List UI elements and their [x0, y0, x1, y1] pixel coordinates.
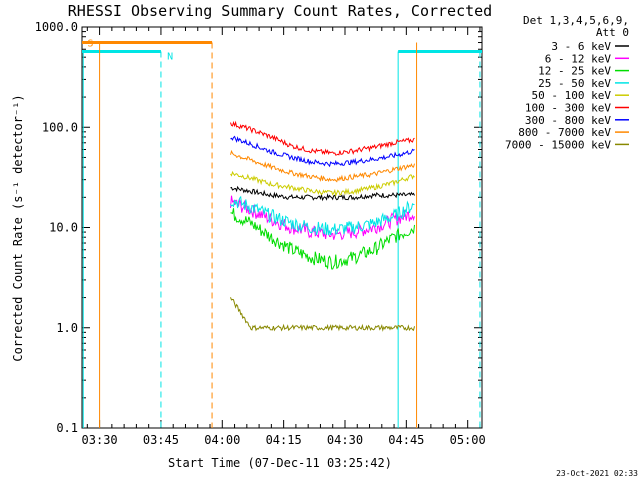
- x-tick-label: 03:45: [143, 433, 179, 447]
- y-tick-label: 1000.0: [35, 20, 78, 34]
- night-flag-label: N: [167, 51, 173, 62]
- y-tick-label: 100.0: [42, 120, 78, 134]
- series-line-9: [230, 297, 415, 332]
- plot-frame: [81, 26, 483, 429]
- x-tick-label: 05:00: [450, 433, 486, 447]
- legend-label: 6 - 12 keV: [545, 52, 612, 65]
- series-line-6: [230, 120, 415, 156]
- y-axis-label: Corrected Count Rate (s⁻¹ detector⁻¹): [11, 94, 25, 361]
- x-tick-label: 04:15: [266, 433, 302, 447]
- x-tick-label: 04:45: [388, 433, 424, 447]
- y-tick-label: 0.1: [56, 421, 78, 435]
- legend-label: 7000 - 15000 keV: [505, 138, 611, 151]
- legend-label: 800 - 7000 keV: [518, 126, 611, 139]
- x-tick-label: 04:00: [204, 433, 240, 447]
- legend-label: 300 - 800 keV: [525, 114, 611, 127]
- legend-label: 25 - 50 keV: [538, 77, 611, 90]
- series-line-2: [230, 195, 415, 241]
- legend-header-line2: Att 0: [596, 26, 629, 39]
- chart-title: RHESSI Observing Summary Count Rates, Co…: [68, 2, 492, 20]
- legend-label: 100 - 300 keV: [525, 102, 611, 115]
- legend-label: 12 - 25 keV: [538, 65, 611, 78]
- footer-date: 23-Oct-2021 02:33: [556, 469, 638, 478]
- y-tick-label: 1.0: [56, 321, 78, 335]
- x-tick-label: 04:30: [327, 433, 363, 447]
- x-axis-label: Start Time (07-Dec-11 03:25:42): [168, 456, 392, 470]
- y-tick-label: 10.0: [49, 221, 78, 235]
- legend-label: 3 - 6 keV: [551, 40, 611, 53]
- series-line-7: [230, 135, 415, 168]
- series-line-8: [230, 149, 415, 183]
- saa-flag-label: S: [87, 39, 93, 50]
- series-line-4: [230, 195, 415, 236]
- x-tick-label: 03:30: [82, 433, 118, 447]
- legend-label: 50 - 100 keV: [532, 89, 612, 102]
- legend-header-line1: Det 1,3,4,5,6,9,: [523, 14, 629, 27]
- series-line-1: [230, 185, 415, 202]
- series-line-5: [230, 170, 415, 197]
- plot-area: 0.1 1.0 10.0 100.0 1000.0 03:30 03:45 04:00 04:1…: [35, 20, 486, 447]
- series-line-3: [230, 208, 415, 270]
